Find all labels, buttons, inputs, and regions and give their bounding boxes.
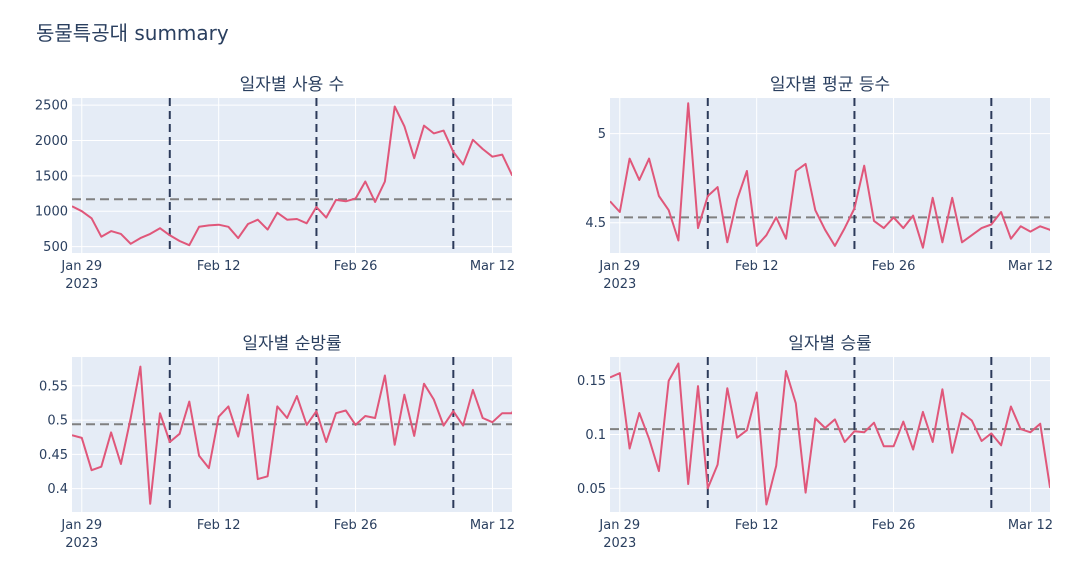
y-tick-label: 4.5 (585, 216, 606, 231)
x-tick-label: Feb 12 (197, 259, 241, 274)
subplot-title: 일자별 순방률 (242, 334, 341, 354)
y-tick-label: 0.4 (47, 482, 68, 497)
x-tick-label: Feb 26 (334, 259, 378, 274)
x-tick-label: Jan 29 (60, 518, 102, 533)
subplot-3: 일자별 순방률 0.4 0.45 0.5 0.55 Jan 29 2023 Feb 12 Feb… (39, 334, 515, 551)
x-tick-label: Jan 29 (598, 518, 640, 533)
x-tick-year-label: 2023 (603, 536, 636, 551)
x-tick-label: Jan 29 (60, 259, 102, 274)
x-tick-label: Mar 12 (1008, 259, 1053, 274)
x-tick-label: Mar 12 (470, 518, 515, 533)
series-line (610, 102, 1050, 249)
x-tick-label: Mar 12 (470, 259, 515, 274)
y-tick-label: 0.55 (39, 379, 68, 394)
x-tick-year-label: 2023 (65, 536, 98, 551)
subplot-title: 일자별 승률 (788, 334, 872, 354)
x-tick-label: Feb 26 (872, 518, 916, 533)
series-line (610, 362, 1050, 506)
y-tick-label: 0.45 (39, 448, 68, 463)
subplot-2: 일자별 평균 등수 4.5 5 Jan 29 2023 Feb 12 Feb 26 Mar 1… (585, 75, 1053, 292)
x-tick-year-label: 2023 (65, 277, 98, 292)
series-line (72, 105, 512, 247)
y-tick-label: 1000 (35, 205, 68, 220)
y-tick-label: 0.05 (577, 482, 606, 497)
subplot-title: 일자별 사용 수 (240, 75, 345, 95)
x-tick-label: Feb 12 (197, 518, 241, 533)
y-tick-label: 1500 (35, 169, 68, 184)
y-tick-label: 0.1 (585, 428, 606, 443)
y-tick-label: 5 (598, 127, 606, 142)
x-tick-year-label: 2023 (603, 277, 636, 292)
x-tick-label: Feb 26 (334, 518, 378, 533)
x-tick-label: Jan 29 (598, 259, 640, 274)
x-tick-label: Feb 12 (735, 518, 779, 533)
y-tick-label: 500 (43, 240, 68, 255)
y-tick-label: 2500 (35, 99, 68, 114)
x-tick-label: Feb 12 (735, 259, 779, 274)
y-tick-label: 0.5 (47, 414, 68, 429)
y-tick-label: 2000 (35, 134, 68, 149)
subplot-title: 일자별 평균 등수 (770, 75, 890, 95)
subplot-4: 일자별 승률 0.05 0.1 0.15 Jan 29 2023 Feb 12 Feb 26 M… (577, 334, 1053, 551)
page-title: 동물특공대 summary (36, 21, 229, 45)
x-tick-label: Mar 12 (1008, 518, 1053, 533)
x-tick-label: Feb 26 (872, 259, 916, 274)
series-line (72, 365, 512, 505)
y-tick-label: 0.15 (577, 374, 606, 389)
subplot-1: 일자별 사용 수 500 1000 1500 2000 2500 Jan 29 2023 Feb… (35, 75, 515, 292)
